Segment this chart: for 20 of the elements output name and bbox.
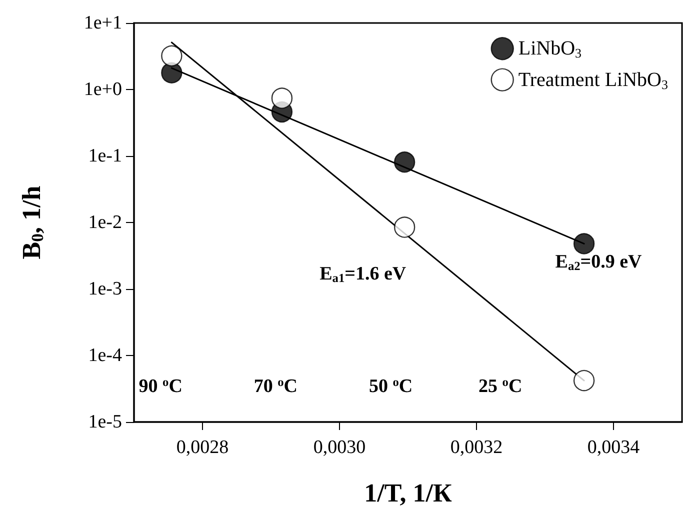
y-tick-label: 1e-4 (88, 345, 122, 366)
x-tick-label: 0,0032 (450, 437, 503, 458)
x-tick-label: 0,0030 (313, 437, 366, 458)
point (394, 216, 416, 238)
y-tick-label: 1e+1 (84, 12, 122, 34)
x-tick-label: 0,0034 (587, 437, 640, 458)
y-tick-label: 1e+0 (84, 79, 122, 100)
x-axis-title: 1/T, 1/К (364, 478, 452, 508)
y-tick-label: 1e-2 (88, 212, 122, 233)
point (573, 370, 595, 392)
x-tick-label: 0,0028 (176, 437, 229, 458)
point (271, 88, 293, 109)
y-axis-title: B0, 1/h (17, 185, 47, 260)
point (161, 45, 182, 66)
point (573, 233, 595, 254)
y-tick-label: 1e-3 (88, 278, 122, 300)
point (161, 62, 182, 84)
point (394, 151, 416, 173)
y-tick-label: 1e-5 (88, 412, 122, 432)
y-tick-label: 1e-1 (88, 146, 122, 166)
